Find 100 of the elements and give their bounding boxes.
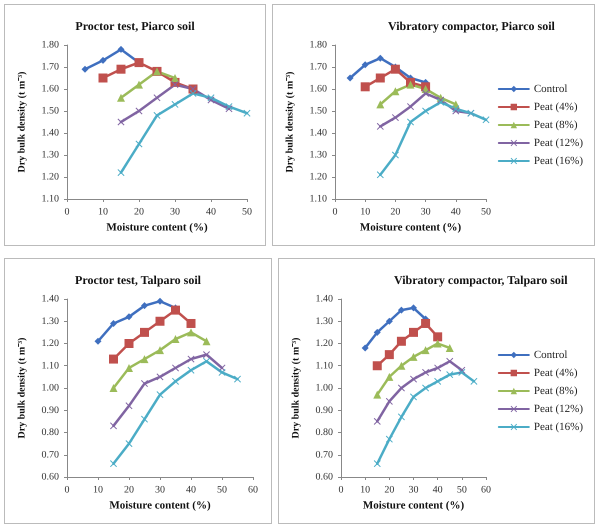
point (374, 328, 381, 336)
x-tick-label: 20 (390, 206, 400, 218)
y-tick-label: 1.00 (316, 382, 333, 394)
y-tick-label: 1.30 (310, 150, 327, 160)
x-tick-label: 10 (98, 206, 108, 218)
x-axis-title: Moisture content (%) (106, 221, 208, 234)
legend-label: Peat (16%) (534, 421, 584, 433)
x-tick-label: 10 (93, 484, 103, 496)
point (362, 344, 369, 352)
y-axis-title: Dry bulk density (t m⁻³) (290, 337, 302, 439)
point (110, 460, 117, 468)
y-tick-label: 1.40 (310, 128, 327, 138)
point (140, 328, 149, 337)
point (409, 328, 418, 337)
point (386, 318, 393, 325)
point (140, 355, 148, 364)
point (172, 81, 178, 88)
point (386, 398, 393, 405)
y-tick-label: 1.10 (42, 360, 59, 372)
chart-title: Vibratory compactor, Talparo soil (394, 273, 568, 287)
point (376, 74, 385, 82)
point (470, 378, 478, 385)
point (110, 320, 117, 327)
point (446, 344, 454, 352)
chart-title: Proctor test, Piarco soil (75, 19, 196, 33)
point (234, 376, 241, 383)
y-tick-label: 0.60 (42, 472, 59, 482)
chart-title: Vibratory compactor, Piarco soil (388, 19, 556, 33)
point (141, 380, 148, 388)
point (171, 74, 179, 82)
x-tick-label: 30 (408, 484, 418, 496)
point (376, 100, 384, 108)
point (141, 302, 148, 310)
y-tick-label: 0.70 (316, 449, 333, 460)
legend-label: Peat (4%) (534, 367, 578, 379)
point (398, 306, 405, 314)
point (188, 366, 194, 374)
y-tick-label: 1.20 (316, 338, 333, 349)
y-tick-label: 0.90 (42, 404, 59, 416)
point (186, 318, 196, 328)
point (126, 440, 132, 448)
point (398, 413, 405, 420)
y-tick-label: 1.20 (42, 172, 59, 182)
point (384, 350, 394, 360)
legend-label: Peat (16%) (534, 155, 584, 167)
point (422, 90, 430, 97)
y-tick-label: 1.10 (316, 360, 333, 372)
point (446, 371, 454, 378)
y-tick-label: 1.20 (310, 172, 327, 182)
point (94, 338, 102, 345)
legend-label: Control (534, 349, 568, 361)
point (98, 74, 108, 82)
point (136, 140, 142, 148)
point (374, 418, 381, 425)
point (374, 460, 381, 468)
y-tick-label: 0.90 (316, 404, 333, 416)
point (156, 373, 164, 380)
point (172, 364, 179, 372)
point (109, 354, 118, 364)
y-tick-label: 1.80 (42, 40, 59, 50)
point (190, 90, 196, 97)
point (422, 384, 430, 392)
chart-title: Proctor test, Talparo soil (75, 273, 202, 287)
y-tick-label: 0.80 (42, 427, 59, 438)
point (407, 103, 414, 110)
point (208, 96, 214, 104)
x-tick-label: 30 (155, 484, 165, 496)
point (433, 332, 442, 342)
point (82, 66, 88, 73)
x-tick-label: 40 (432, 484, 443, 496)
x-tick-label: 0 (64, 206, 70, 218)
point (406, 80, 414, 89)
y-tick-label: 1.20 (42, 338, 59, 349)
point (452, 105, 460, 112)
point (362, 61, 369, 68)
point (376, 54, 384, 62)
x-tick-label: 40 (450, 206, 461, 218)
y-tick-label: 1.70 (310, 62, 327, 72)
x-tick-label: 40 (206, 206, 216, 218)
point (373, 390, 382, 399)
point (203, 351, 210, 358)
point (396, 336, 406, 346)
legend-label: Peat (4%) (534, 101, 578, 113)
y-tick-label: 1.40 (316, 294, 333, 304)
point (117, 94, 125, 102)
y-tick-label: 1.60 (42, 84, 59, 94)
y-tick-label: 1.80 (310, 40, 327, 50)
y-axis-title: Dry bulk density (t m⁻³) (16, 71, 28, 173)
point (434, 340, 442, 348)
point (372, 361, 382, 370)
point (422, 346, 430, 354)
point (218, 368, 226, 376)
x-tick-label: 50 (242, 206, 252, 218)
point (398, 384, 405, 392)
point (421, 318, 430, 328)
y-tick-label: 1.60 (310, 84, 327, 94)
y-axis-title: Dry bulk density (t m⁻³) (16, 337, 28, 439)
point (154, 112, 160, 119)
point (125, 364, 133, 372)
point (116, 64, 126, 74)
